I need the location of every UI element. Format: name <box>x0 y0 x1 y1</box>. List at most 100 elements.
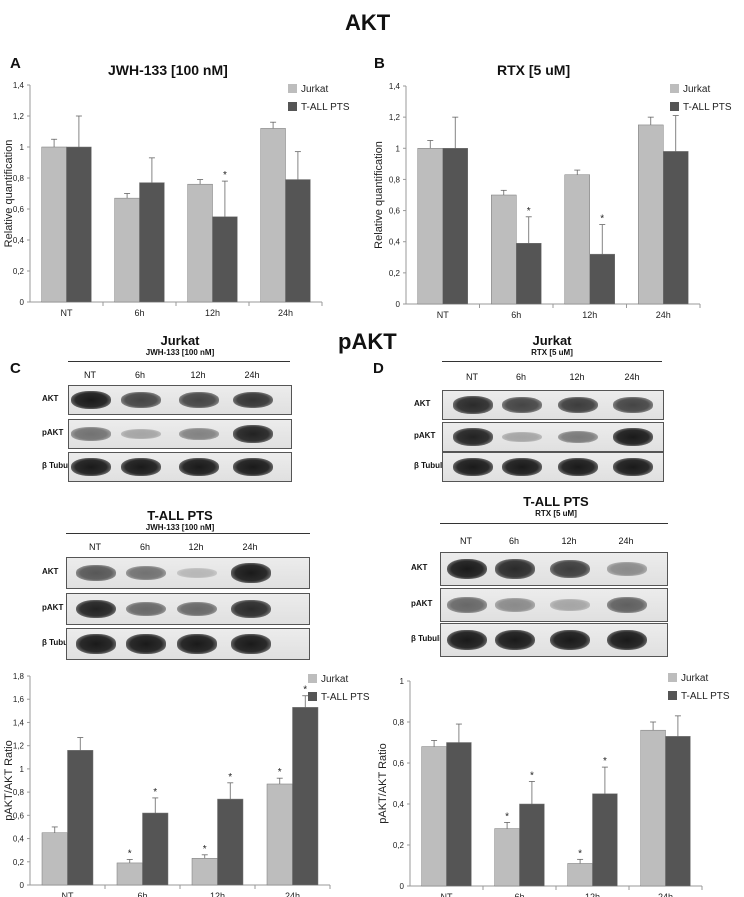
chart-a-bar-tall <box>139 182 165 303</box>
blot-d-jurkat-band <box>453 396 493 414</box>
chart-b-bar-tall <box>516 243 542 305</box>
chart-c-bar-jurkat <box>266 783 293 886</box>
blot-c-tall-band <box>177 601 217 617</box>
chart-a-bar-jurkat <box>260 128 286 303</box>
blot-c-tall-band <box>126 601 166 617</box>
chart-c-y-tick-label: 1,2 <box>13 742 25 751</box>
chart-d-y-axis-label: pAKT/AKT Ratio <box>377 743 389 824</box>
blot-c-tall-band <box>231 599 271 619</box>
blot-c-jurkat-lane-label: 24h <box>244 370 260 380</box>
chart-a-x-tick-label: 6h <box>134 308 144 318</box>
chart-b-significance-star: * <box>600 214 604 225</box>
blot-d-tall-band <box>550 599 590 611</box>
blot-c-tall-band <box>76 565 116 581</box>
blot-d-tall-subtitle: RTX [5 uM] <box>535 509 577 518</box>
blot-c-jurkat-lane-label: 6h <box>134 370 145 380</box>
chart-d-bar-jurkat <box>494 828 520 887</box>
blot-d-tall-row-label: pAKT <box>411 599 433 608</box>
blot-d-tall-band <box>447 558 487 580</box>
chart-b-y-tick-label: 0,2 <box>389 269 401 278</box>
chart-c-significance-star: * <box>303 685 307 696</box>
chart-d-legend-label-tall: T-ALL PTS <box>681 691 730 702</box>
pakt-figure-title: pAKT <box>338 329 397 354</box>
chart-a-legend-label-jurkat: Jurkat <box>301 84 328 95</box>
chart-c-bar-jurkat <box>191 858 218 886</box>
chart-a-y-tick-label: 0,8 <box>13 174 25 183</box>
blot-d-jurkat-lane-label: 24h <box>624 372 640 382</box>
chart-a-bar-tall <box>212 216 238 303</box>
blot-c-jurkat-subtitle: JWH-133 [100 nM] <box>145 348 215 357</box>
chart-b-legend-label-tall: T-ALL PTS <box>683 102 732 113</box>
chart-b-x-tick-label: 24h <box>656 310 671 320</box>
chart-b-significance-star: * <box>527 206 531 217</box>
chart-b-y-tick-label: 0 <box>396 300 401 309</box>
chart-c-y-tick-label: 0 <box>20 881 25 890</box>
blot-c-jurkat-band <box>121 428 161 440</box>
blot-d-jurkat-row-label: AKT <box>414 399 431 408</box>
blot-d-tall-lane-label: NT <box>460 536 472 546</box>
chart-b-title: RTX [5 uM] <box>497 62 571 78</box>
chart-c-y-tick-label: 0,4 <box>13 835 25 844</box>
chart-c-y-tick-label: 1 <box>20 765 25 774</box>
blot-c-jurkat-membrane <box>68 452 292 482</box>
blot-d-jurkat-band <box>613 427 653 447</box>
chart-c-y-tick-label: 0,2 <box>13 858 25 867</box>
chart-c-y-tick-label: 0,8 <box>13 788 25 797</box>
blot-d-jurkat-header: Jurkat RTX [5 uM] <box>442 333 662 357</box>
blot-c-tall-header: T-ALL PTS JWH-133 [100 nM] <box>70 508 290 532</box>
panel-letter-c: C <box>10 360 21 377</box>
chart-a-y-tick-label: 0 <box>20 298 25 307</box>
blot-d-tall-band <box>447 597 487 613</box>
blot-d-tall-band <box>495 559 535 579</box>
blot-d-tall-lane-label: 6h <box>508 536 519 546</box>
chart-c-y-tick-label: 1,6 <box>13 695 25 704</box>
chart-a-legend-swatch-tall <box>288 102 297 111</box>
blot-c-tall-row-label: β Tubulin <box>42 638 78 647</box>
chart-a-bar-jurkat <box>41 146 67 303</box>
blot-c-tall-lane-label: 24h <box>242 542 258 552</box>
blot-c-jurkat-title: Jurkat <box>160 333 200 348</box>
blot-c-jurkat-row-label: pAKT <box>42 428 64 437</box>
panel-letter-a: A <box>10 55 21 72</box>
panel-letter-b: B <box>374 55 385 72</box>
chart-c-significance-star: * <box>203 844 207 855</box>
blot-c-tall-band <box>126 565 166 581</box>
blot-c-jurkat-band <box>179 427 219 441</box>
chart-c-legend-swatch-tall <box>308 692 317 701</box>
chart-b-x-tick-label: 12h <box>582 310 597 320</box>
blot-c-jurkat-band <box>179 392 219 408</box>
blot-d-tall-band <box>607 562 647 576</box>
blot-c-tall-band <box>177 567 217 579</box>
chart-c-x-tick-label: 6h <box>137 891 147 897</box>
chart-c-x-tick-label: 12h <box>210 891 225 897</box>
chart-c-bar-tall <box>67 750 94 886</box>
blot-c-tall-band <box>126 634 166 654</box>
blot-c-jurkat-membrane <box>68 419 292 449</box>
chart-b-legend-swatch-tall <box>670 102 679 111</box>
chart-d-significance-star: * <box>603 756 607 767</box>
blot-d-jurkat-band <box>453 457 493 477</box>
blot-d-tall-membrane <box>440 623 668 657</box>
blot-d-tall-title: T-ALL PTS <box>523 494 589 509</box>
blot-d-jurkat-lane-label: 12h <box>569 372 585 382</box>
akt-figure-title: AKT <box>345 10 391 35</box>
blot-d-tall-band <box>550 629 590 651</box>
blot-c-tall-lane-label: NT <box>89 542 101 552</box>
chart-c-bar-tall <box>217 798 244 886</box>
blot-c-tall-title: T-ALL PTS <box>147 508 213 523</box>
chart-d-x-tick-label: NT <box>441 892 453 897</box>
chart-d-significance-star: * <box>505 811 509 822</box>
blot-d-jurkat-rule <box>442 361 662 362</box>
blot-c-tall-row-label: AKT <box>42 567 59 576</box>
chart-a-y-tick-label: 0,6 <box>13 205 25 214</box>
chart-d-legend-swatch-jurkat <box>668 673 677 682</box>
blot-c-tall-membrane <box>66 628 310 660</box>
blot-c-tall-subtitle: JWH-133 [100 nM] <box>145 523 215 532</box>
blot-d-tall-membrane <box>440 588 668 622</box>
chart-d-y-tick-label: 0 <box>400 882 405 891</box>
chart-d-x-tick-label: 24h <box>658 892 673 897</box>
chart-a-legend-label-tall: T-ALL PTS <box>301 102 350 113</box>
blot-c-jurkat-band <box>233 457 273 477</box>
blot-d-jurkat-lane-label: 6h <box>515 372 526 382</box>
panel-letter-d: D <box>373 360 384 377</box>
